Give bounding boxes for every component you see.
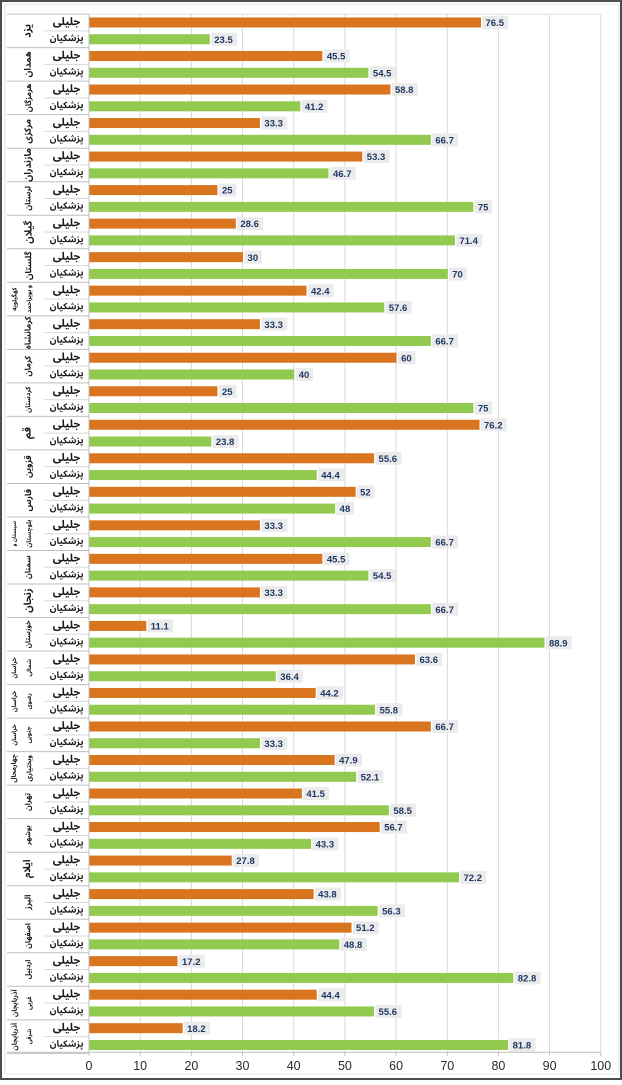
svg-text:81.8: 81.8	[513, 1041, 532, 1052]
svg-text:90: 90	[543, 1059, 557, 1073]
svg-text:44.4: 44.4	[321, 471, 340, 482]
svg-text:23.8: 23.8	[216, 437, 235, 448]
svg-text:30: 30	[248, 253, 259, 264]
svg-text:50: 50	[338, 1059, 352, 1073]
svg-text:76.2: 76.2	[484, 420, 503, 431]
svg-text:25: 25	[222, 387, 233, 398]
svg-text:28.6: 28.6	[240, 219, 259, 230]
svg-text:75: 75	[478, 404, 489, 415]
svg-text:33.3: 33.3	[264, 320, 283, 331]
svg-text:52.1: 52.1	[361, 772, 380, 783]
svg-text:71.4: 71.4	[459, 236, 478, 247]
svg-text:66.7: 66.7	[435, 337, 454, 348]
svg-text:88.9: 88.9	[549, 638, 568, 649]
svg-text:42.4: 42.4	[311, 286, 330, 297]
svg-text:55.6: 55.6	[379, 1007, 398, 1018]
svg-text:60: 60	[401, 353, 412, 364]
svg-text:18.2: 18.2	[187, 1024, 206, 1035]
svg-text:48: 48	[340, 504, 351, 515]
svg-text:23.5: 23.5	[214, 35, 233, 46]
svg-text:56.3: 56.3	[382, 906, 401, 917]
svg-text:36.4: 36.4	[280, 672, 299, 683]
svg-text:75: 75	[478, 202, 489, 213]
svg-text:55.8: 55.8	[380, 705, 399, 716]
svg-text:46.7: 46.7	[333, 169, 352, 180]
svg-text:33.3: 33.3	[264, 739, 283, 750]
svg-text:45.5: 45.5	[327, 554, 346, 565]
svg-text:55.6: 55.6	[379, 454, 398, 465]
svg-text:40: 40	[299, 370, 310, 381]
svg-text:20: 20	[184, 1059, 198, 1073]
svg-text:44.4: 44.4	[321, 990, 340, 1001]
svg-text:72.2: 72.2	[464, 873, 483, 884]
svg-text:58.5: 58.5	[393, 806, 412, 817]
svg-text:80: 80	[491, 1059, 505, 1073]
svg-text:43.8: 43.8	[318, 890, 337, 901]
svg-text:70: 70	[452, 270, 463, 281]
svg-text:41.2: 41.2	[305, 102, 324, 113]
svg-text:44.2: 44.2	[320, 689, 339, 700]
svg-text:11.1: 11.1	[151, 622, 170, 633]
svg-text:54.5: 54.5	[373, 68, 392, 79]
svg-text:52: 52	[360, 487, 371, 498]
svg-text:33.3: 33.3	[264, 119, 283, 130]
svg-text:27.8: 27.8	[236, 856, 255, 867]
svg-text:30: 30	[236, 1059, 250, 1073]
svg-text:53.3: 53.3	[367, 152, 386, 163]
svg-text:17.2: 17.2	[182, 957, 201, 968]
svg-text:40: 40	[287, 1059, 301, 1073]
svg-text:33.3: 33.3	[264, 521, 283, 532]
svg-text:57.6: 57.6	[389, 303, 408, 314]
svg-text:45.5: 45.5	[327, 52, 346, 63]
svg-text:60: 60	[389, 1059, 403, 1073]
svg-text:43.3: 43.3	[316, 839, 335, 850]
svg-text:47.9: 47.9	[339, 756, 358, 767]
svg-text:66.7: 66.7	[435, 722, 454, 733]
svg-text:58.8: 58.8	[395, 85, 414, 96]
svg-text:41.5: 41.5	[306, 789, 325, 800]
svg-text:10: 10	[133, 1059, 147, 1073]
svg-text:63.6: 63.6	[420, 655, 439, 666]
svg-text:66.7: 66.7	[435, 135, 454, 146]
svg-text:76.5: 76.5	[486, 18, 505, 29]
svg-text:51.2: 51.2	[356, 923, 375, 934]
svg-text:25: 25	[222, 186, 233, 197]
svg-text:66.7: 66.7	[435, 538, 454, 549]
svg-text:70: 70	[440, 1059, 454, 1073]
svg-text:33.3: 33.3	[264, 588, 283, 599]
svg-text:54.5: 54.5	[373, 571, 392, 582]
svg-text:66.7: 66.7	[435, 605, 454, 616]
svg-text:56.7: 56.7	[384, 823, 403, 834]
svg-text:0: 0	[86, 1059, 93, 1073]
svg-text:82.8: 82.8	[518, 974, 537, 985]
svg-text:48.8: 48.8	[344, 940, 363, 951]
svg-text:100: 100	[590, 1059, 611, 1073]
